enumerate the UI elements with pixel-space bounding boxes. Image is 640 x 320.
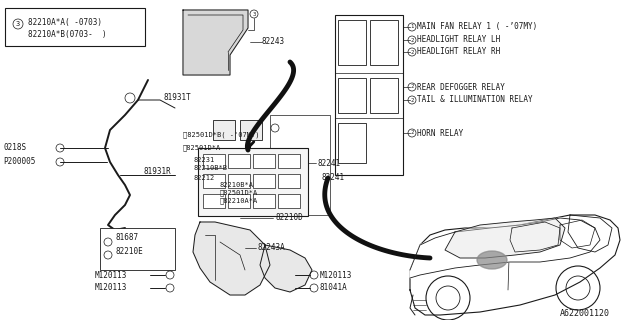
Bar [203,174,225,188]
Text: 2: 2 [410,131,413,135]
Text: 82241: 82241 [322,173,345,182]
Bar [335,15,403,175]
Bar [228,154,250,168]
Text: 82241: 82241 [318,158,341,167]
Text: 81931T: 81931T [163,93,191,102]
Polygon shape [183,10,248,75]
Text: 82210A*B(0703-  ): 82210A*B(0703- ) [28,30,107,39]
Bar [228,194,250,208]
Text: REAR DEFOGGER RELAY: REAR DEFOGGER RELAY [417,83,505,92]
Bar [338,20,366,65]
Text: HEADLIGHT RELAY RH: HEADLIGHT RELAY RH [417,47,500,57]
Text: 82210B*B: 82210B*B [193,165,227,171]
Text: 82243A: 82243A [258,244,285,252]
Text: HORN RELAY: HORN RELAY [417,129,463,138]
Text: MAIN FAN RELAY 1 ( -’07MY): MAIN FAN RELAY 1 ( -’07MY) [417,22,537,31]
Bar [370,20,398,65]
Text: M120113: M120113 [95,284,127,292]
Text: TAIL & ILLUMINATION RELAY: TAIL & ILLUMINATION RELAY [417,95,532,105]
Bar [5,8,145,46]
Text: 82212: 82212 [193,175,214,181]
Text: 82210E: 82210E [115,247,143,257]
Text: 2: 2 [410,37,413,43]
Text: 81931R: 81931R [143,167,171,177]
Bar [203,194,225,208]
Text: 2: 2 [410,98,413,102]
Text: P200005: P200005 [3,157,35,166]
Text: M120113: M120113 [320,270,353,279]
Bar [228,174,250,188]
Bar [198,148,308,216]
Text: 0218S: 0218S [3,143,26,153]
Polygon shape [410,215,620,315]
Text: ②82501D*A: ②82501D*A [183,145,221,151]
Text: M120113: M120113 [95,270,127,279]
Bar [278,174,300,188]
Bar [240,120,262,140]
Text: 2: 2 [410,84,413,90]
Bar [278,154,300,168]
Text: HEADLIGHT RELAY LH: HEADLIGHT RELAY LH [417,36,500,44]
Text: 1: 1 [410,25,413,29]
Text: 3: 3 [252,12,255,17]
Text: 82231: 82231 [193,157,214,163]
Polygon shape [445,218,565,258]
Text: 2: 2 [410,50,413,54]
Bar [203,154,225,168]
Bar [100,228,175,270]
Polygon shape [193,222,270,295]
Polygon shape [410,218,600,278]
Bar [338,78,366,113]
Text: 81687: 81687 [115,234,138,243]
Bar [270,115,330,215]
Bar [278,194,300,208]
Text: 82210A*A( -0703): 82210A*A( -0703) [28,18,102,27]
Text: ①82501D*B( -'07MY): ①82501D*B( -'07MY) [183,132,259,138]
Bar [370,78,398,113]
Bar [253,174,275,188]
Text: ②82210A*A: ②82210A*A [220,198,259,204]
Text: 81041A: 81041A [320,284,348,292]
Bar [253,154,275,168]
Text: 82210D: 82210D [275,213,303,222]
Text: 82243: 82243 [262,37,285,46]
Text: ②82501D*A: ②82501D*A [220,190,259,196]
Text: A622001120: A622001120 [560,308,610,317]
Text: 82210B*A: 82210B*A [220,182,254,188]
Text: 3: 3 [16,21,20,27]
Ellipse shape [477,251,507,269]
Bar [213,120,235,140]
Bar [253,194,275,208]
Polygon shape [260,245,312,292]
Bar [338,123,366,163]
